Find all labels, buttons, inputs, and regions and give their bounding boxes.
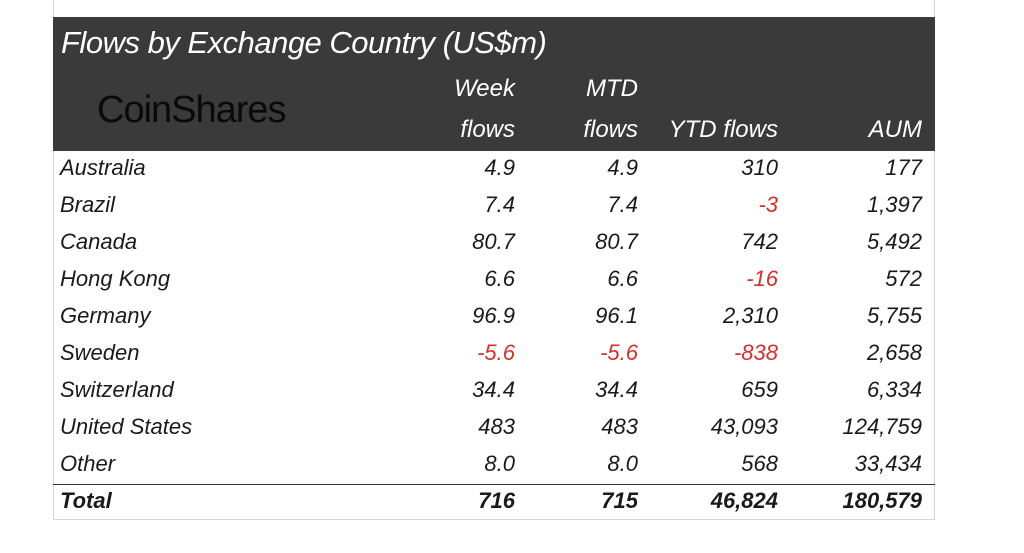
aum-value: 124,759 (842, 414, 922, 439)
aum-value: 6,334 (866, 377, 922, 402)
table-title: Flows by Exchange Country (US$m) (61, 25, 547, 60)
ytd-flows-value: 43,093 (710, 414, 778, 439)
aum-value: 2,658 (866, 340, 922, 365)
total-row: Total 716 715 46,824 180,579 (53, 485, 935, 522)
table-row: Switzerland 34.4 34.4 659 6,334 (53, 374, 935, 411)
aum-value: 177 (885, 155, 922, 180)
aum-value: 33,434 (854, 451, 922, 476)
table-row: Australia 4.9 4.9 310 177 (53, 152, 935, 189)
aum-value: 180,579 (842, 488, 922, 513)
col-aum: AUM (868, 116, 922, 143)
mtd-flows-value: 4.9 (607, 155, 638, 180)
week-flows-value: 483 (478, 414, 515, 439)
ytd-flows-value: 742 (741, 229, 778, 254)
week-flows-value: 4.9 (484, 155, 515, 180)
week-flows-value: 8.0 (484, 451, 515, 476)
country-label: Hong Kong (60, 266, 171, 291)
mtd-flows-value: 34.4 (595, 377, 638, 402)
table-row: Hong Kong 6.6 6.6 -16 572 (53, 263, 935, 300)
aum-value: 5,492 (866, 229, 922, 254)
mtd-flows-value: 6.6 (607, 266, 638, 291)
col-mtd-line2: flows (583, 116, 638, 143)
table-row: United States 483 483 43,093 124,759 (53, 411, 935, 448)
table-row: Other 8.0 8.0 568 33,434 (53, 448, 935, 485)
week-flows-value: 34.4 (472, 377, 515, 402)
ytd-flows-value: -838 (733, 340, 778, 365)
col-mtd-line1: MTD (586, 75, 638, 102)
ytd-flows-value: 2,310 (722, 303, 778, 328)
country-label: Canada (60, 229, 138, 254)
week-flows-value: 96.9 (472, 303, 515, 328)
mtd-flows-value: 483 (601, 414, 638, 439)
top-border (53, 0, 935, 17)
mtd-flows-value: 80.7 (595, 229, 638, 254)
country-label: Australia (60, 155, 146, 180)
country-label: Germany (60, 303, 151, 328)
ytd-flows-value: 46,824 (710, 488, 778, 513)
country-label: Other (60, 451, 116, 476)
table-frame (53, 17, 935, 520)
week-flows-value: 7.4 (484, 192, 515, 217)
mtd-flows-value: 96.1 (595, 303, 638, 328)
ytd-flows-value: 568 (741, 451, 778, 476)
week-flows-value: 80.7 (472, 229, 515, 254)
col-week-line2: flows (460, 116, 515, 143)
aum-value: 1,397 (866, 192, 922, 217)
country-label: Brazil (60, 192, 116, 217)
ytd-flows-value: -3 (758, 192, 778, 217)
col-ytd: YTD flows (668, 116, 778, 143)
col-week-line1: Week (454, 75, 515, 102)
ytd-flows-value: -16 (746, 266, 778, 291)
week-flows-value: 716 (478, 488, 515, 513)
country-label: United States (60, 414, 193, 439)
country-label: Total (60, 488, 112, 513)
mtd-flows-value: 7.4 (607, 192, 638, 217)
aum-value: 5,755 (866, 303, 922, 328)
table-header: Flows by Exchange Country (US$m) CoinSha… (53, 17, 935, 151)
country-label: Switzerland (60, 377, 174, 402)
table-row: Brazil 7.4 7.4 -3 1,397 (53, 189, 935, 226)
country-label: Sweden (60, 340, 140, 365)
table-row: Canada 80.7 80.7 742 5,492 (53, 226, 935, 263)
total-divider (53, 484, 935, 485)
table-row: Germany 96.9 96.1 2,310 5,755 (53, 300, 935, 337)
week-flows-value: 6.6 (484, 266, 515, 291)
coinshares-logo: CoinShares (97, 89, 287, 131)
week-flows-value: -5.6 (477, 340, 515, 365)
mtd-flows-value: -5.6 (600, 340, 638, 365)
mtd-flows-value: 8.0 (607, 451, 638, 476)
mtd-flows-value: 715 (601, 488, 638, 513)
ytd-flows-value: 659 (741, 377, 778, 402)
table-row: Sweden -5.6 -5.6 -838 2,658 (53, 337, 935, 374)
aum-value: 572 (885, 266, 922, 291)
ytd-flows-value: 310 (741, 155, 778, 180)
